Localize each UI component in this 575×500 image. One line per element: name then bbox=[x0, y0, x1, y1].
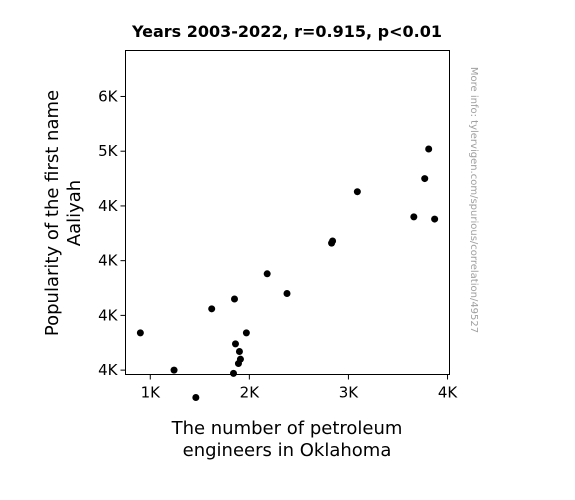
x-tick-label: 2K bbox=[240, 384, 261, 402]
data-points bbox=[136, 145, 439, 401]
y-axis-label-line-1: Popularity of the first name bbox=[42, 90, 63, 336]
y-axis: 4K 4K 4K 4K 5K 6K bbox=[98, 87, 126, 379]
data-point bbox=[421, 175, 429, 183]
y-tick-label: 4K bbox=[98, 197, 119, 215]
data-point bbox=[431, 215, 439, 223]
data-point bbox=[353, 188, 361, 196]
watermark-text: More info: tylervigen.com/spurious/corre… bbox=[468, 67, 479, 333]
x-tick-label: 3K bbox=[339, 384, 360, 402]
y-tick-label: 5K bbox=[98, 142, 119, 160]
data-point bbox=[136, 329, 144, 337]
data-point bbox=[283, 290, 291, 297]
data-point bbox=[236, 355, 244, 363]
data-point bbox=[235, 348, 243, 356]
data-point bbox=[208, 305, 216, 313]
x-axis-label-line-2: engineers in Oklahoma bbox=[183, 440, 392, 461]
x-axis-label-line-1: The number of petroleum bbox=[171, 418, 403, 439]
x-tick-label: 4K bbox=[438, 384, 459, 402]
data-point bbox=[329, 237, 337, 245]
data-point bbox=[170, 366, 178, 374]
data-point bbox=[425, 145, 433, 153]
y-tick-label: 6K bbox=[98, 87, 119, 105]
data-point bbox=[263, 270, 271, 278]
y-tick-label: 4K bbox=[98, 252, 119, 270]
plot-area bbox=[125, 50, 450, 375]
y-tick-label: 4K bbox=[98, 361, 119, 379]
y-axis-label-line-2: Aaliyah bbox=[64, 180, 85, 246]
data-point bbox=[410, 213, 418, 221]
data-point bbox=[192, 393, 200, 401]
y-tick-label: 4K bbox=[98, 306, 119, 324]
x-axis: 1K 2K 3K 4K bbox=[141, 374, 459, 402]
x-tick-label: 1K bbox=[141, 384, 162, 402]
chart-title: Years 2003-2022, r=0.915, p<0.01 bbox=[131, 22, 442, 41]
data-point bbox=[242, 329, 250, 337]
data-point bbox=[230, 369, 237, 377]
data-point bbox=[231, 340, 239, 348]
data-point bbox=[230, 295, 238, 303]
